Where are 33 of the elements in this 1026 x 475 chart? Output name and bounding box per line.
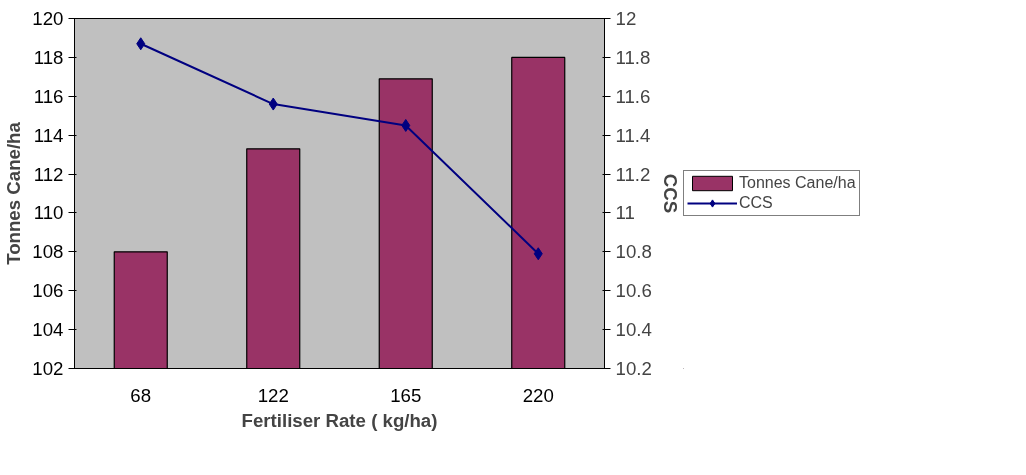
y2-tick-label: 10.8: [615, 241, 652, 263]
x-tick-label: 122: [257, 384, 289, 406]
point: [268, 97, 278, 111]
x-axis-title: Fertiliser Rate ( kg/ha): [241, 409, 438, 431]
y2-tick-label: 10.2: [615, 358, 652, 379]
y2-tick-label: 12: [615, 8, 637, 29]
point: [533, 247, 543, 261]
y-tick-label: 108: [32, 241, 64, 263]
y-tick-label: 106: [32, 280, 64, 302]
y2-tick-label: 10.4: [615, 319, 652, 341]
y2-tick-label: 11.2: [615, 163, 651, 185]
x-tick-label: 220: [522, 384, 554, 406]
x-tick-label: 165: [390, 384, 422, 406]
y-tick-label: 102: [32, 358, 64, 379]
legend-label: CCS: [739, 194, 773, 212]
y-tick-label: 120: [32, 8, 64, 29]
y-tick-label: 116: [33, 85, 64, 107]
y-tick-label: 104: [32, 319, 64, 341]
y2-tick-label: 11.6: [615, 85, 651, 107]
legend-label: Tonnes Cane/ha: [739, 174, 856, 192]
y2-tick-label: 11.8: [615, 46, 651, 68]
y2-tick-label: 11.4: [615, 124, 651, 146]
point: [136, 37, 146, 51]
y2-axis-title: CCS: [659, 173, 681, 214]
point: [401, 118, 411, 132]
x-tick-label: 68: [130, 384, 152, 406]
y-tick-label: 110: [33, 202, 64, 224]
y2-tick-label: 10.6: [615, 280, 652, 302]
y-tick-label: 112: [33, 163, 64, 185]
y2-tick-label: 11: [615, 202, 635, 224]
y-axis-title: Tonnes Cane/ha: [3, 121, 25, 265]
y-tick-label: 114: [33, 124, 64, 146]
y-tick-label: 118: [33, 46, 64, 68]
